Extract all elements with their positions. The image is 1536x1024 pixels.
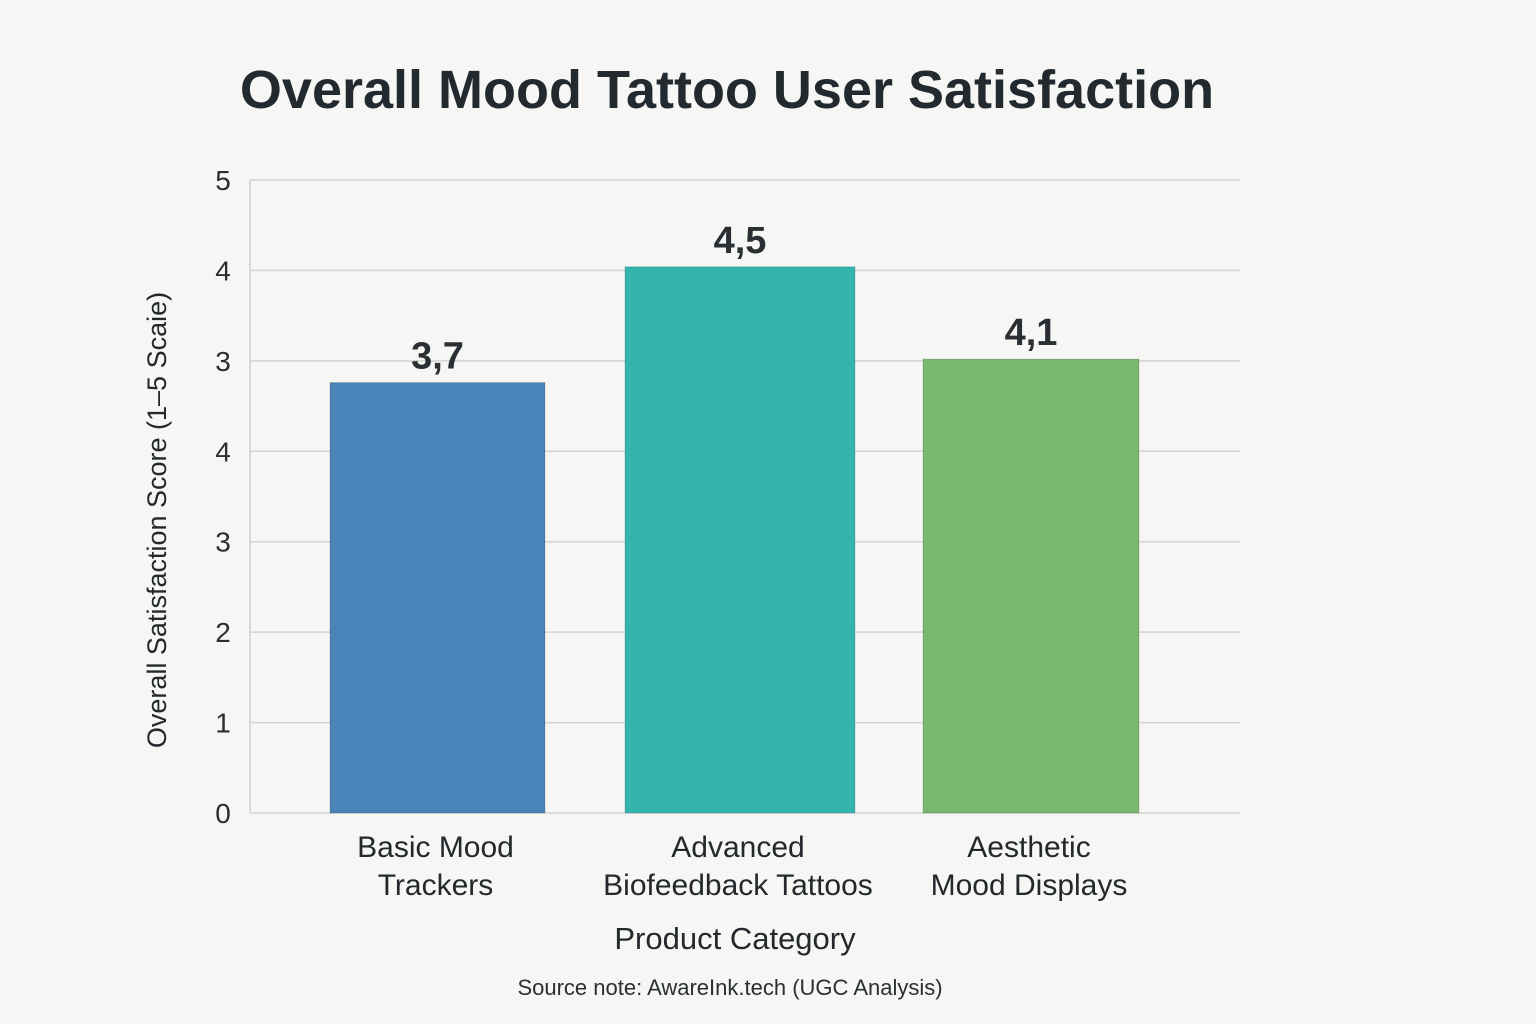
- category-label: Trackers: [378, 869, 494, 902]
- data-labels: 3,7 4,5 4,1: [411, 220, 1057, 378]
- x-axis-label: Product Category: [614, 921, 856, 956]
- bar: [922, 358, 1140, 814]
- category-labels: Basic Mood Trackers Advanced Biofeedback Ta…: [357, 831, 1127, 902]
- bars: [329, 266, 1140, 814]
- category-label: Mood Displays: [931, 869, 1128, 902]
- data-label: 4,1: [1005, 312, 1058, 354]
- y-tick-label: 3: [215, 346, 231, 377]
- category-label: Basic Mood: [357, 831, 514, 864]
- y-tick-label: 1: [215, 708, 231, 739]
- bar: [624, 266, 856, 814]
- y-tick-label: 3: [215, 527, 231, 558]
- category-label: Advanced: [671, 831, 804, 864]
- y-tick-label: 0: [215, 798, 231, 829]
- y-tick-label: 4: [215, 436, 231, 467]
- data-label: 3,7: [411, 336, 464, 378]
- source-note: Source note: AwareInk.tech (UGC Analysis…: [517, 975, 942, 1000]
- y-tick-labels: 0 1 2 3 4 3 4 5: [215, 165, 231, 829]
- chart-title: Overall Mood Tattoo User Satisfaction: [240, 60, 1214, 120]
- bar: [329, 382, 546, 814]
- category-label: Biofeedback Tattoos: [603, 869, 873, 902]
- y-tick-label: 4: [215, 255, 231, 286]
- category-label: Aesthetic: [967, 831, 1090, 864]
- y-tick-label: 5: [215, 165, 231, 196]
- y-tick-label: 2: [215, 617, 231, 648]
- y-axis-label: Overall Satisfaction Score (1–5 Scaie): [142, 292, 172, 748]
- data-label: 4,5: [714, 220, 767, 262]
